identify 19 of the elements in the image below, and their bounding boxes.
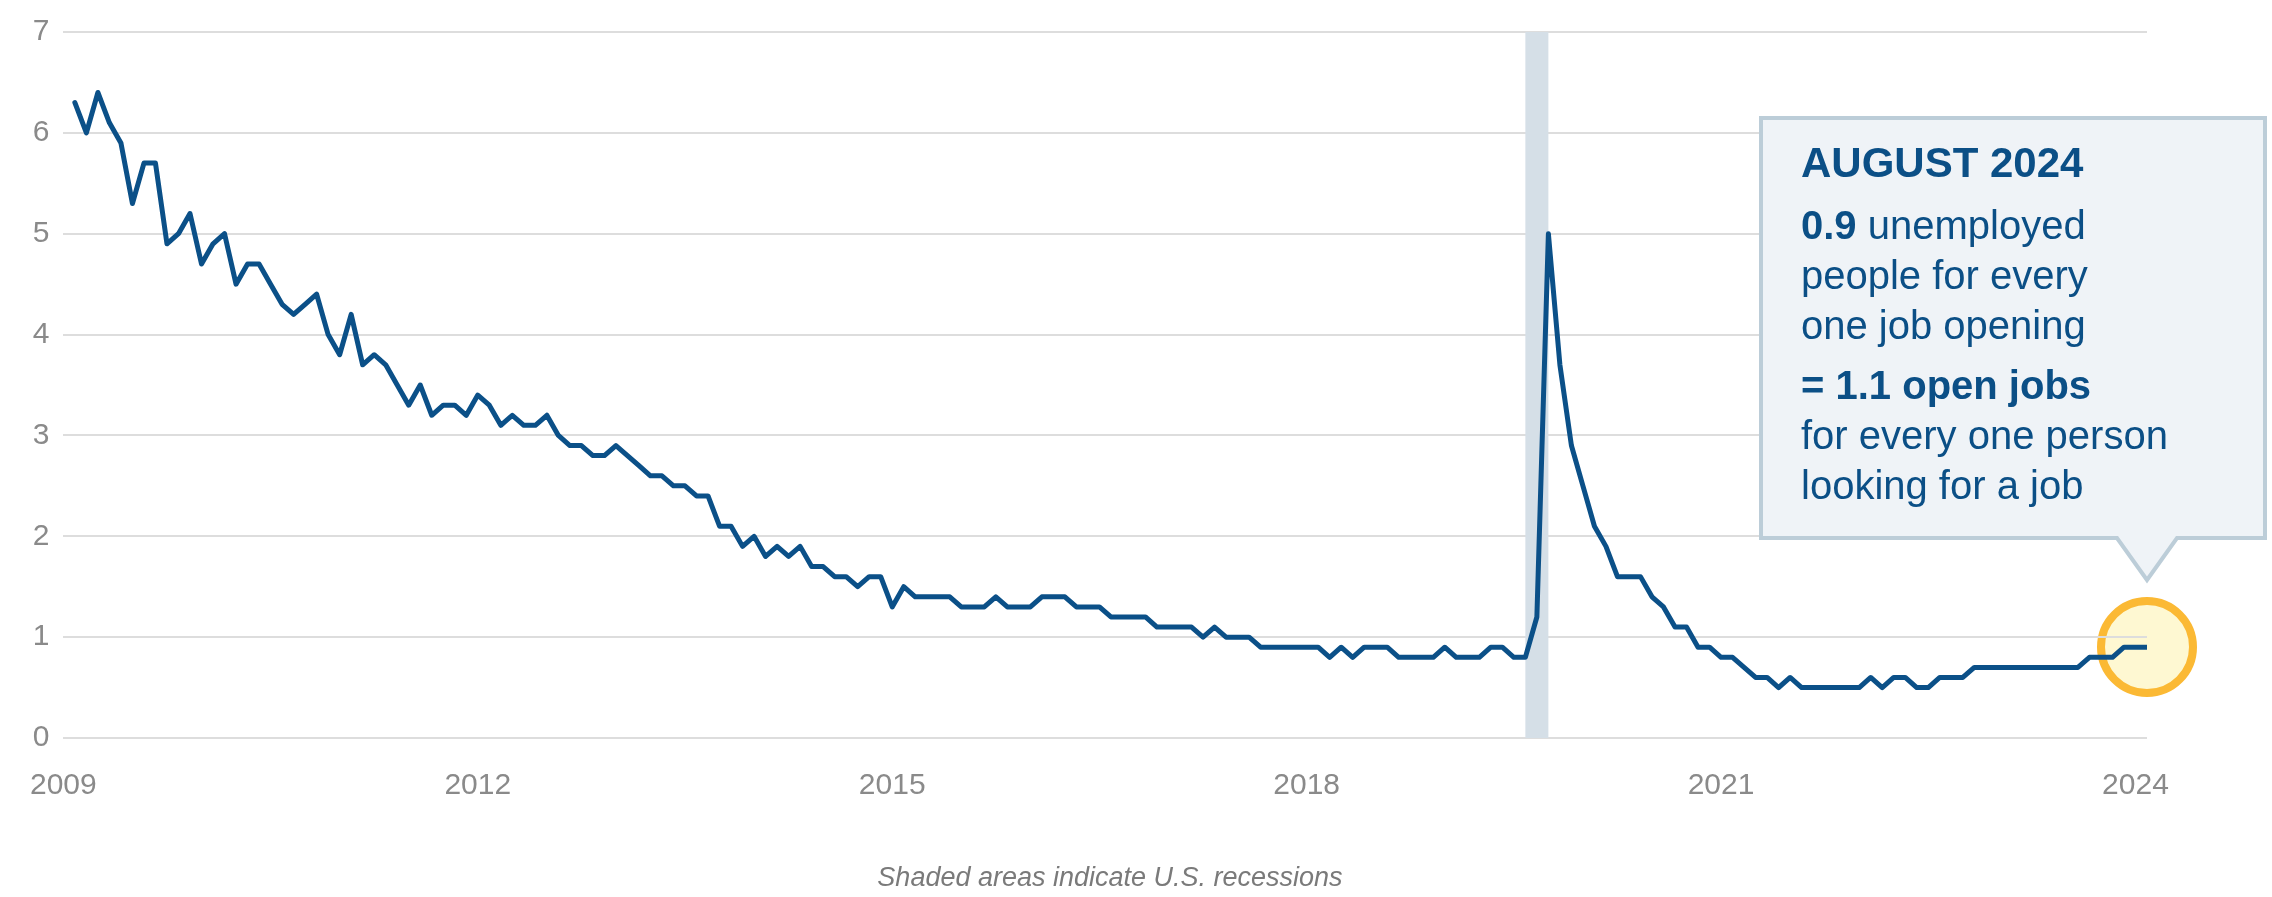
y-tick-label: 1 xyxy=(32,618,50,652)
text: Shaded areas indicate U.S. recessions xyxy=(876,862,1344,893)
x-tick-label: 2018 xyxy=(1273,767,1341,801)
y-tick-label: 6 xyxy=(32,114,50,148)
x-tick-label: 2009 xyxy=(29,767,97,801)
x-tick-label: 2021 xyxy=(1687,767,1755,801)
y-tick-label: 0 xyxy=(32,719,50,753)
x-tick-label: 2024 xyxy=(2102,767,2169,801)
y-tick-label: 2 xyxy=(32,517,50,551)
annotation: AUGUST 2024 xyxy=(1801,138,2085,189)
annotation: 0.9 unemployed people for every one job opening xyxy=(1801,202,2089,350)
x-tick-label: 2012 xyxy=(444,767,512,801)
annotation: = 1.1 open jobs xyxy=(1801,363,2092,408)
y-tick-label: 4 xyxy=(32,315,50,349)
y-tick-label: 7 xyxy=(32,13,50,47)
x-tick-label: 2015 xyxy=(858,767,926,801)
y-tick-label: 5 xyxy=(32,214,50,248)
annotation: for every one person looking for a job xyxy=(1801,412,2169,510)
y-tick-label: 3 xyxy=(32,416,50,450)
